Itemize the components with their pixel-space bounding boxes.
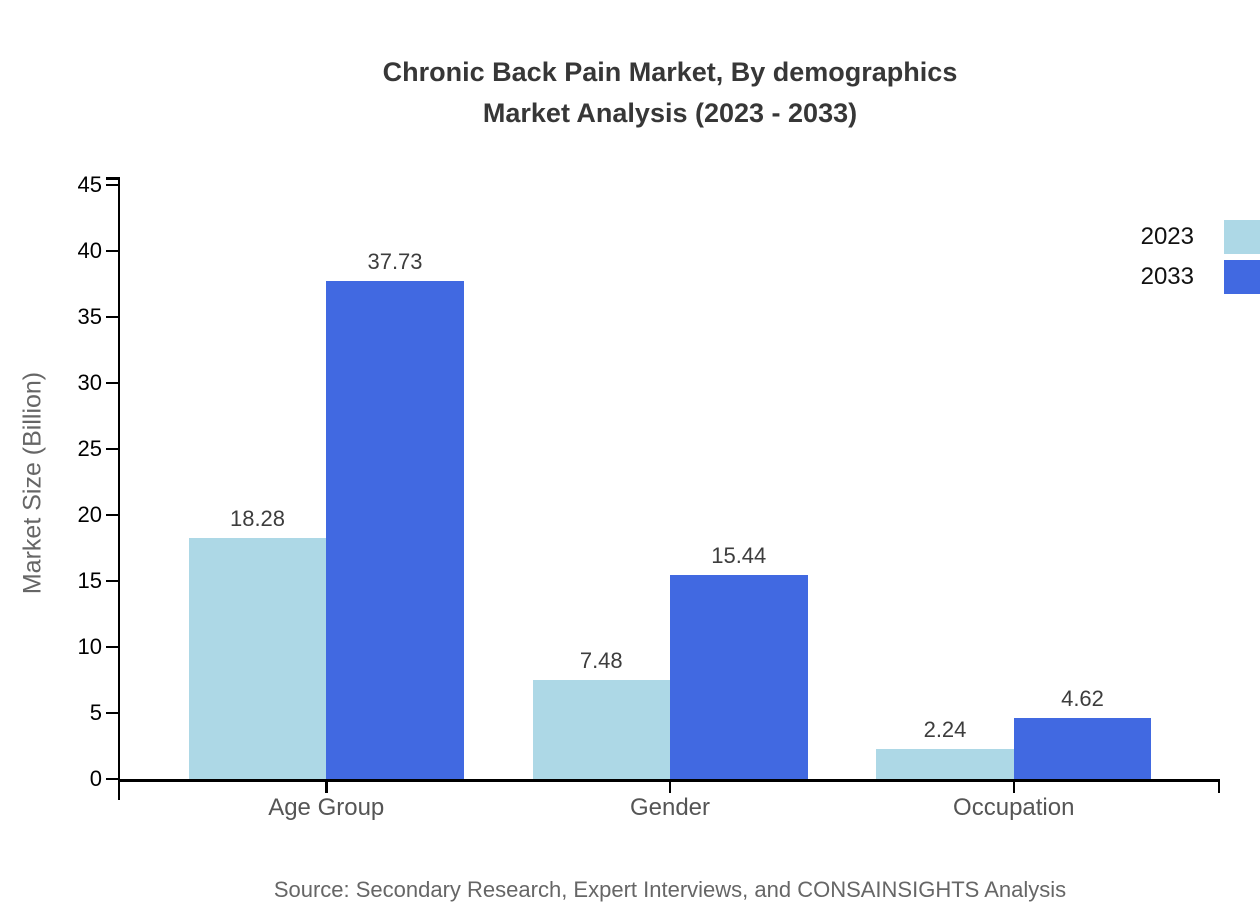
bar-2023-occupation [876,749,1014,779]
y-tick-label: 25 [77,436,102,461]
legend-label: 2033 [1140,263,1194,290]
x-axis-line [117,779,1220,782]
x-tick [668,781,672,793]
y-tick-label: 30 [77,370,102,395]
x-category-label: Occupation [953,794,1075,821]
y-tick-label: 0 [89,766,102,791]
bar-value-label: 7.48 [579,648,623,674]
x-tick [1012,781,1015,793]
y-tick [105,183,118,187]
y-tick [105,249,118,253]
legend-item-2033: 2033 [1141,260,1260,294]
bar-value-label: 15.44 [711,543,767,569]
bar-value-label: 4.62 [1061,686,1104,712]
y-tick [105,315,118,319]
chart-title-line1: Chronic Back Pain Market, By demographic… [382,57,958,87]
legend-item-2023: 2023 [1141,220,1260,254]
x-axis-end-tick [1217,781,1220,793]
bar-2033-occupation [1013,718,1152,779]
y-tick-label: 35 [77,304,102,329]
source-note: Source: Secondary Research, Expert Inter… [273,877,1067,902]
bar-value-label: 37.73 [367,248,423,274]
bar-2023-gender [532,680,670,779]
x-category-label: Gender [629,794,711,821]
y-tick [105,711,118,715]
y-axis-end-cap [105,177,118,180]
x-tick [325,781,328,793]
y-tick-label: 40 [77,238,102,263]
y-tick-label: 5 [89,700,102,725]
y-tick [105,645,118,649]
y-tick [105,447,118,451]
bar-value-label: 2.24 [923,717,967,743]
y-axis-line [117,177,120,800]
y-tick-label: 45 [77,172,102,197]
y-tick-label: 10 [77,634,102,659]
bar-2033-age-group [326,280,464,779]
y-tick [105,777,118,781]
bar-2023-age-group [188,537,327,779]
y-tick-label: 15 [77,568,102,593]
bar-2033-gender [670,575,808,779]
chart-title: Chronic Back Pain Market, By demographic… [120,52,1220,134]
y-tick-label: 20 [77,502,102,527]
legend: 2023 2033 [1141,220,1260,300]
bar-value-label: 18.28 [229,505,286,531]
legend-label: 2023 [1140,223,1194,250]
y-tick [105,381,118,385]
x-category-label: Age Group [268,794,385,821]
y-tick [105,513,118,517]
y-tick [105,579,118,583]
legend-swatch [1224,220,1260,254]
chart-title-line2: Market Analysis (2023 - 2033) [482,98,858,128]
legend-swatch [1224,260,1260,294]
